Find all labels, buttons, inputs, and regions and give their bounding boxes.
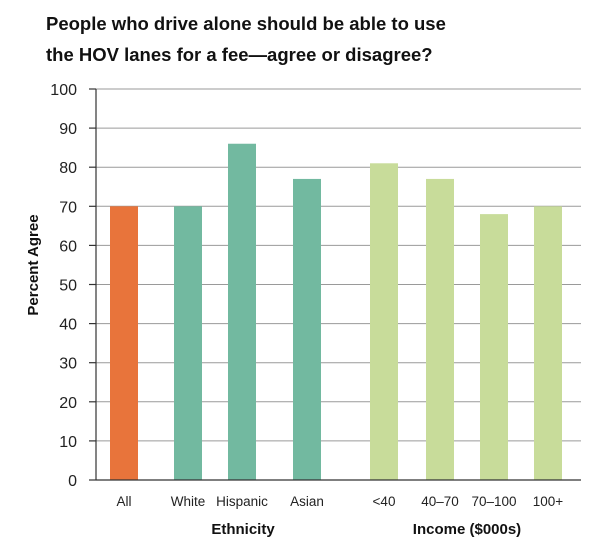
y-tick-label: 50 (59, 278, 77, 295)
x-tick-label: White (171, 494, 206, 509)
x-tick-label: 70–100 (471, 494, 516, 509)
x-tick-label: All (116, 494, 131, 509)
bar (534, 206, 562, 481)
y-tick-label: 10 (59, 434, 77, 451)
group-labels: Ethnicity Income ($000s) (211, 521, 521, 538)
bars (110, 143, 562, 481)
x-tick-label: Asian (290, 494, 324, 509)
y-tick-label: 40 (59, 317, 77, 334)
x-tick-labels: All White Hispanic Asian <40 40–70 70–100 100+ (116, 494, 563, 509)
chart-title-line-1: People who drive alone should be able to… (46, 13, 446, 34)
group-label: Income ($000s) (413, 521, 521, 538)
y-tick-label: 100 (50, 82, 77, 99)
group-label: Ethnicity (211, 521, 275, 538)
bar (426, 178, 454, 480)
y-tick-label: 70 (59, 199, 77, 216)
x-tick-label: 100+ (533, 494, 564, 509)
y-tick-label: 60 (59, 238, 77, 255)
y-tick-label: 90 (59, 121, 77, 138)
y-tick-labels: 0 10 20 30 40 50 60 70 80 90 100 (50, 82, 77, 490)
y-tick-label: 20 (59, 395, 77, 412)
x-tick-label: 40–70 (421, 494, 459, 509)
x-tick-label: Hispanic (216, 494, 268, 509)
y-tick-label: 0 (68, 473, 77, 490)
y-tick-label: 30 (59, 356, 77, 373)
x-tick-label: <40 (373, 494, 396, 509)
y-axis-label: Percent Agree (25, 214, 42, 315)
axes (95, 89, 581, 481)
bar (293, 178, 321, 480)
y-tick-label: 80 (59, 160, 77, 177)
bar (480, 214, 508, 480)
bar (110, 206, 138, 481)
chart-title-line-2: the HOV lanes for a fee—agree or disagre… (46, 44, 433, 65)
bar (370, 163, 398, 481)
bar (228, 143, 256, 481)
bar (174, 206, 202, 481)
